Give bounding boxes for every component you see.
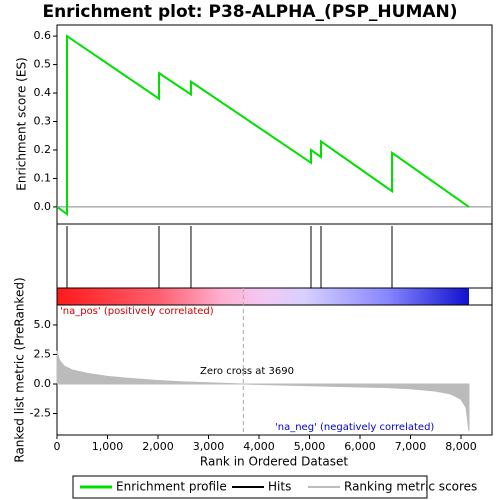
x-axis-label: Rank in Ordered Dataset: [200, 455, 348, 469]
x-tick-label: 7,000: [395, 440, 427, 453]
x-tick-label: 1,000: [92, 440, 124, 453]
legend-label: Ranking metric scores: [344, 480, 477, 494]
y-tick-label: 0.2: [34, 143, 52, 156]
chart-title: Enrichment plot: P38-ALPHA_(PSP_HUMAN): [42, 2, 457, 22]
y-tick-label: -2.5: [30, 407, 51, 420]
y-tick-label: 0.1: [34, 171, 52, 184]
legend-label: Hits: [268, 480, 291, 494]
y-tick-label: 0.0: [34, 377, 52, 390]
y-tick-label: 0.6: [34, 29, 52, 42]
x-tick-label: 5,000: [294, 440, 326, 453]
y-tick-label: 5.0: [34, 318, 52, 331]
x-tick-label: 8,000: [445, 440, 477, 453]
y-axis-label: Ranked list metric (PreRanked): [13, 277, 27, 462]
y-axis-label: Enrichment score (ES): [15, 57, 29, 190]
annotation: 'na_pos' (positively correlated): [60, 306, 214, 317]
x-tick-label: 2,000: [142, 440, 174, 453]
y-tick-label: 2.5: [34, 347, 52, 360]
annotation: 'na_neg' (negatively correlated): [275, 422, 434, 433]
y-tick-label: 0.4: [34, 86, 52, 99]
y-tick-label: 0.3: [34, 115, 52, 128]
x-tick-label: 0: [54, 440, 61, 453]
es-line: [56, 34, 470, 216]
x-tick-label: 3,000: [193, 440, 225, 453]
color-bar: [57, 288, 469, 305]
y-tick-label: 0.5: [34, 58, 52, 71]
x-tick-label: 4,000: [243, 440, 275, 453]
legend-label: Enrichment profile: [116, 480, 227, 494]
x-tick-label: 6,000: [344, 440, 376, 453]
metric-area: [56, 350, 470, 432]
annotation: Zero cross at 3690: [200, 366, 294, 377]
y-tick-label: 0.0: [34, 200, 52, 213]
